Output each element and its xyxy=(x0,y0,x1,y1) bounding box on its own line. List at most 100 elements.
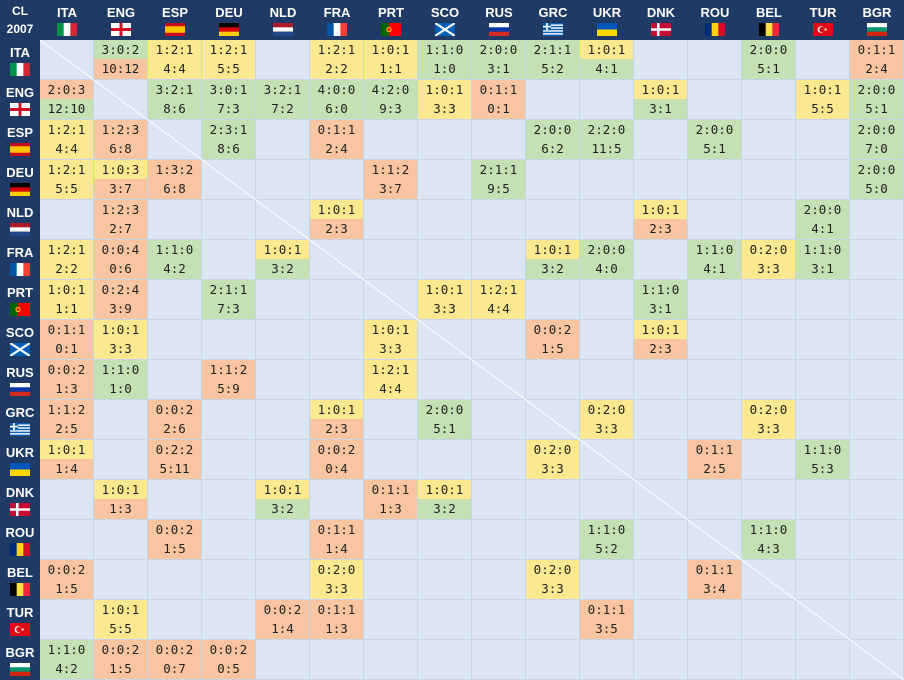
empty-cell xyxy=(688,320,742,360)
record-goals: 3:2 xyxy=(256,499,309,519)
record-goals: 4:2 xyxy=(40,659,93,679)
record-wdl: 1:0:1 xyxy=(418,80,471,100)
empty-cell xyxy=(148,280,202,320)
empty-cell xyxy=(634,160,688,200)
result-cell-rus-deu: 1:1:2 5:9 xyxy=(202,360,256,400)
record-goals: 4:4 xyxy=(364,379,417,399)
record-goals: 4:2 xyxy=(148,259,201,279)
record-goals: 4:4 xyxy=(472,299,525,319)
row-header-label: BGR xyxy=(5,644,35,660)
record-goals: 8:6 xyxy=(148,99,201,119)
row-header-label: RUS xyxy=(6,364,34,380)
record-goals: 5:5 xyxy=(796,99,849,119)
record-goals: 4:3 xyxy=(742,539,795,559)
empty-cell xyxy=(688,160,742,200)
empty-cell xyxy=(742,480,796,520)
record-goals: 2:3 xyxy=(310,219,363,239)
row-header-label: BEL xyxy=(7,564,33,580)
diagonal-cell xyxy=(148,120,202,160)
empty-cell xyxy=(40,520,94,560)
result-cell-esp-ita: 1:2:1 4:4 xyxy=(40,120,94,160)
record-wdl: 1:0:1 xyxy=(40,440,93,460)
record-goals: 6:2 xyxy=(526,139,579,159)
empty-cell xyxy=(688,280,742,320)
record-goals: 1:1 xyxy=(364,59,417,79)
record-wdl: 4:2:0 xyxy=(364,80,417,100)
col-header-label: GRC xyxy=(538,4,568,20)
col-header-label: ROU xyxy=(700,4,730,20)
empty-cell xyxy=(634,560,688,600)
diagonal-cell xyxy=(40,40,94,80)
empty-cell xyxy=(850,280,904,320)
result-cell-tur-eng: 1:0:1 5:5 xyxy=(94,600,148,640)
col-header-label: DEU xyxy=(215,4,243,20)
record-goals: 3:1 xyxy=(634,99,687,119)
record-goals: 3:5 xyxy=(580,619,633,639)
row-header-esp: ESP xyxy=(0,120,40,160)
empty-cell xyxy=(580,80,634,120)
record-wdl: 1:2:1 xyxy=(148,40,201,60)
empty-cell xyxy=(526,360,580,400)
record-goals: 5:1 xyxy=(850,99,903,119)
diagonal-cell xyxy=(94,80,148,120)
empty-cell xyxy=(688,480,742,520)
empty-cell xyxy=(526,600,580,640)
empty-cell xyxy=(148,600,202,640)
empty-cell xyxy=(256,560,310,600)
result-cell-eng-nld: 3:2:1 7:2 xyxy=(256,80,310,120)
row-header-bgr: BGR xyxy=(0,640,40,680)
record-goals: 3:3 xyxy=(418,99,471,119)
row-header-tur: TUR xyxy=(0,600,40,640)
record-goals: 7:3 xyxy=(202,299,255,319)
empty-cell xyxy=(148,360,202,400)
record-goals: 3:3 xyxy=(526,459,579,479)
record-goals: 3:3 xyxy=(742,259,795,279)
record-goals: 2:4 xyxy=(850,59,903,79)
empty-cell xyxy=(580,360,634,400)
record-wdl: 0:0:2 xyxy=(256,600,309,620)
record-goals: 0:6 xyxy=(94,259,147,279)
empty-cell xyxy=(40,200,94,240)
empty-cell xyxy=(202,480,256,520)
record-goals: 9:3 xyxy=(364,99,417,119)
record-goals: 2:3 xyxy=(634,339,687,359)
record-wdl: 0:0:2 xyxy=(148,640,201,660)
diagonal-cell xyxy=(472,360,526,400)
result-cell-nld-dnk: 1:0:1 2:3 xyxy=(634,200,688,240)
row-header-label: DEU xyxy=(6,164,34,180)
empty-cell xyxy=(742,120,796,160)
record-goals: 7:0 xyxy=(850,139,903,159)
record-wdl: 1:1:2 xyxy=(40,400,93,420)
col-header-fra: FRA xyxy=(310,0,364,40)
record-wdl: 0:1:1 xyxy=(310,120,363,140)
empty-cell xyxy=(688,400,742,440)
empty-cell xyxy=(364,560,418,600)
result-cell-grc-bel: 0:2:0 3:3 xyxy=(742,400,796,440)
record-goals: 0:5 xyxy=(202,659,255,679)
empty-cell xyxy=(688,360,742,400)
bg-flag-icon xyxy=(10,662,30,676)
record-wdl: 1:0:1 xyxy=(256,480,309,500)
sco-flag-icon xyxy=(9,341,31,357)
record-goals: 4:4 xyxy=(40,139,93,159)
empty-cell xyxy=(634,240,688,280)
eng-flag-icon xyxy=(10,102,30,116)
record-goals: 1:5 xyxy=(40,579,93,599)
row-header-label: ITA xyxy=(10,44,30,60)
result-cell-ukr-fra: 0:0:2 0:4 xyxy=(310,440,364,480)
result-cell-eng-prt: 4:2:0 9:3 xyxy=(364,80,418,120)
col-header-prt: PRT xyxy=(364,0,418,40)
col-header-label: BGR xyxy=(862,4,892,20)
empty-cell xyxy=(526,200,580,240)
result-cell-fra-ukr: 2:0:0 4:0 xyxy=(580,240,634,280)
diagonal-cell xyxy=(202,160,256,200)
record-wdl: 1:0:1 xyxy=(634,320,687,340)
empty-cell xyxy=(418,200,472,240)
sco-flag-icon xyxy=(434,21,456,37)
record-goals: 3:3 xyxy=(418,299,471,319)
row-header-label: ESP xyxy=(6,124,33,140)
result-cell-ukr-ita: 1:0:1 1:4 xyxy=(40,440,94,480)
col-header-ukr: UKR xyxy=(580,0,634,40)
col-header-deu: DEU xyxy=(202,0,256,40)
